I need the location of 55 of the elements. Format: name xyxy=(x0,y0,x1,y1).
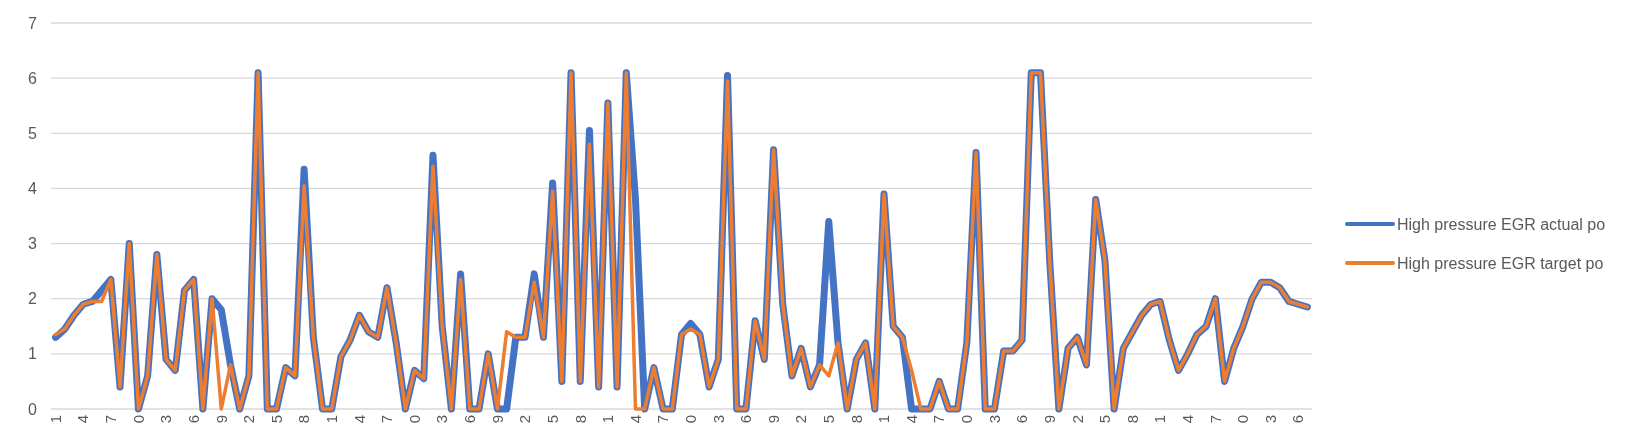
x-tick-label: 9 xyxy=(488,415,506,424)
x-tick-label: 6 xyxy=(1289,415,1307,424)
x-tick-label: 1 xyxy=(322,415,340,424)
y-tick-label: 2 xyxy=(28,290,38,308)
x-tick-label: 7 xyxy=(102,415,120,424)
x-tick-label: 0 xyxy=(958,415,976,424)
x-tick-label: 2 xyxy=(1068,415,1086,424)
x-tick-label: 2 xyxy=(792,415,810,424)
y-tick-label: 5 xyxy=(28,124,38,142)
x-tick-label: 0 xyxy=(405,415,423,424)
x-tick-label: 6 xyxy=(184,415,202,424)
y-tick-label: 6 xyxy=(28,69,38,87)
x-tick-label: 6 xyxy=(737,415,755,424)
x-tick-label: 0 xyxy=(681,415,699,424)
x-tick-label: 5 xyxy=(267,415,285,424)
x-tick-label: 4 xyxy=(350,415,368,424)
x-tick-label: 3 xyxy=(985,415,1003,424)
x-tick-label: 6 xyxy=(1013,415,1031,424)
x-tick-label: 1 xyxy=(875,415,893,424)
x-tick-label: 7 xyxy=(1206,415,1224,424)
x-tick-label: 9 xyxy=(1040,415,1058,424)
x-tick-label: 9 xyxy=(212,415,230,424)
x-tick-label: 4 xyxy=(626,415,644,424)
x-tick-label: 0 xyxy=(1234,415,1252,424)
legend-label: High pressure EGR actual po xyxy=(1397,215,1606,233)
x-tick-label: 8 xyxy=(1123,415,1141,424)
x-tick-label: 5 xyxy=(820,415,838,424)
y-tick-label: 3 xyxy=(28,235,38,253)
x-tick-label: 1 xyxy=(1151,415,1169,424)
x-tick-label: 4 xyxy=(74,415,92,424)
x-tick-label: 7 xyxy=(930,415,948,424)
x-tick-label: 5 xyxy=(1096,415,1114,424)
x-tick-label: 1 xyxy=(46,415,64,424)
x-tick-label: 3 xyxy=(709,415,727,424)
y-tick-label: 1 xyxy=(28,345,38,363)
legend-label: High pressure EGR target po xyxy=(1397,254,1604,272)
x-tick-label: 5 xyxy=(543,415,561,424)
x-tick-label: 8 xyxy=(571,415,589,424)
x-tick-label: 0 xyxy=(129,415,147,424)
x-tick-label: 4 xyxy=(902,415,920,424)
x-tick-label: 3 xyxy=(1261,415,1279,424)
x-tick-label: 3 xyxy=(433,415,451,424)
x-tick-label: 2 xyxy=(516,415,534,424)
x-tick-label: 8 xyxy=(295,415,313,424)
y-tick-label: 4 xyxy=(28,180,38,198)
x-tick-label: 4 xyxy=(1178,415,1196,424)
x-tick-label: 3 xyxy=(157,415,175,424)
x-tick-label: 7 xyxy=(378,415,396,424)
x-tick-label: 1 xyxy=(599,415,617,424)
y-tick-label: 7 xyxy=(28,14,38,32)
x-tick-label: 2 xyxy=(240,415,258,424)
x-tick-label: 6 xyxy=(461,415,479,424)
x-tick-label: 8 xyxy=(847,415,865,424)
x-tick-label: 7 xyxy=(654,415,672,424)
x-tick-label: 9 xyxy=(764,415,782,424)
